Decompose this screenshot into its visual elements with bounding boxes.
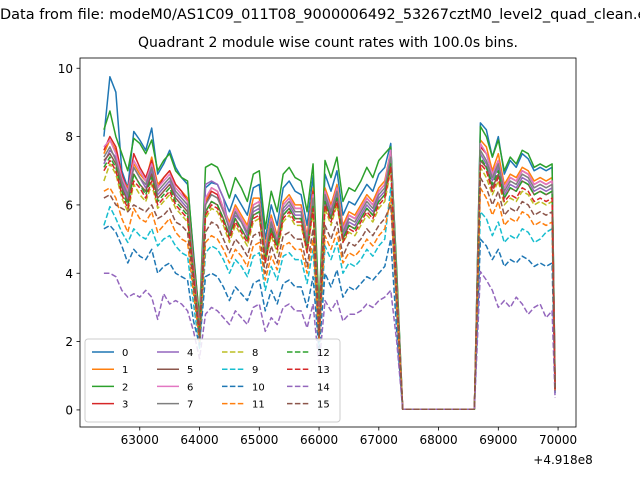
series-line-2	[103, 110, 556, 410]
legend-label-12: 12	[317, 348, 330, 359]
legend-label-13: 13	[317, 365, 330, 376]
series-line-9	[103, 187, 556, 410]
legend-label-6: 6	[187, 382, 193, 393]
legend-label-0: 0	[122, 348, 128, 359]
legend-label-1: 1	[122, 365, 128, 376]
legend-label-15: 15	[317, 400, 330, 411]
chart-suptitle: Data from file: modeM0/AS1C09_011T08_900…	[0, 7, 640, 23]
chart-title: Quadrant 2 module wise count rates with …	[138, 35, 518, 51]
legend-label-9: 9	[252, 365, 258, 376]
series-line-13	[103, 159, 556, 410]
x-tick-label: 70000	[539, 433, 577, 447]
legend-box	[84, 338, 341, 423]
y-tick-label: 4	[65, 267, 73, 281]
y-tick-label: 0	[65, 403, 73, 417]
x-tick-label: 69000	[479, 433, 517, 447]
y-tick-label: 8	[65, 130, 73, 144]
series-line-15	[103, 176, 556, 410]
legend-label-11: 11	[252, 400, 265, 411]
x-tick-label: 68000	[419, 433, 457, 447]
x-offset-label: +4.918e8	[533, 453, 592, 467]
legend-label-2: 2	[122, 382, 128, 393]
legend-label-8: 8	[252, 348, 258, 359]
series-line-7	[103, 146, 556, 410]
legend-label-14: 14	[317, 382, 330, 393]
series-line-0	[103, 76, 556, 410]
plot-frame	[79, 57, 577, 428]
x-tick-label: 65000	[240, 433, 278, 447]
series-line-11	[103, 187, 556, 410]
series-line-6	[103, 139, 556, 410]
series-line-10	[103, 224, 556, 410]
series-line-4	[103, 149, 556, 410]
legend-label-3: 3	[122, 400, 128, 411]
series-line-8	[103, 163, 556, 410]
y-tick-label: 10	[58, 62, 73, 76]
legend-label-10: 10	[252, 382, 265, 393]
y-tick-label: 6	[65, 198, 73, 212]
x-tick-label: 66000	[300, 433, 338, 447]
y-tick-label: 2	[65, 335, 73, 349]
x-tick-label: 63000	[121, 433, 159, 447]
x-tick-label: 67000	[360, 433, 398, 447]
x-tick-label: 64000	[180, 433, 218, 447]
series-line-14	[103, 270, 556, 410]
legend-label-5: 5	[187, 365, 193, 376]
series-line-12	[103, 156, 556, 410]
legend-label-4: 4	[187, 348, 193, 359]
legend-label-7: 7	[187, 400, 193, 411]
